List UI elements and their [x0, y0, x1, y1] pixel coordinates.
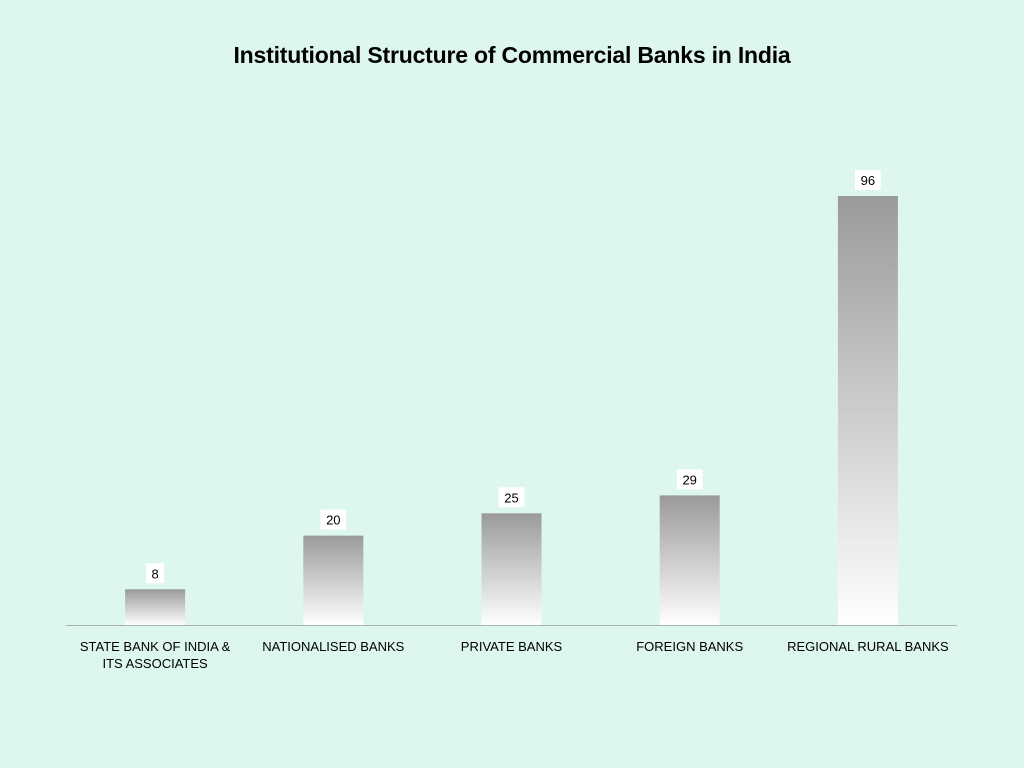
- data-label: 96: [854, 170, 881, 190]
- data-label-text: 8: [151, 566, 158, 581]
- data-label-box: [498, 487, 525, 508]
- bar: [125, 589, 186, 625]
- data-label-text: 96: [861, 173, 875, 188]
- category-tick-label: PRIVATE BANKS: [461, 639, 563, 654]
- category-tick-label: NATIONALISED BANKS: [262, 639, 404, 654]
- category-tick-label: FOREIGN BANKS: [636, 639, 743, 654]
- data-label-box: [676, 469, 703, 490]
- category-tick-label: REGIONAL RURAL BANKS: [787, 639, 949, 654]
- chart-title: Institutional Structure of Commercial Ba…: [233, 42, 791, 68]
- bar: [303, 535, 364, 625]
- data-label-box: [320, 509, 347, 530]
- bars-layer: [125, 196, 898, 625]
- data-label-text: 29: [682, 472, 696, 487]
- data-label-box: [146, 563, 165, 584]
- bar: [837, 196, 898, 625]
- data-label: 20: [320, 509, 347, 530]
- data-label-text: 20: [326, 513, 340, 528]
- data-label: 8: [146, 563, 165, 584]
- data-label-text: 25: [504, 490, 518, 505]
- bar: [481, 513, 542, 625]
- data-label: 25: [498, 487, 525, 508]
- category-tick-label: STATE BANK OF INDIA & ITS ASSOCIATES: [80, 639, 231, 671]
- data-labels: 8 20 25 29 96: [146, 170, 881, 584]
- data-label: 29: [676, 469, 703, 490]
- data-label-box: [854, 170, 881, 190]
- bar: [659, 495, 720, 625]
- tick-labels: STATE BANK OF INDIA & ITS ASSOCIATES NATIO…: [80, 639, 949, 671]
